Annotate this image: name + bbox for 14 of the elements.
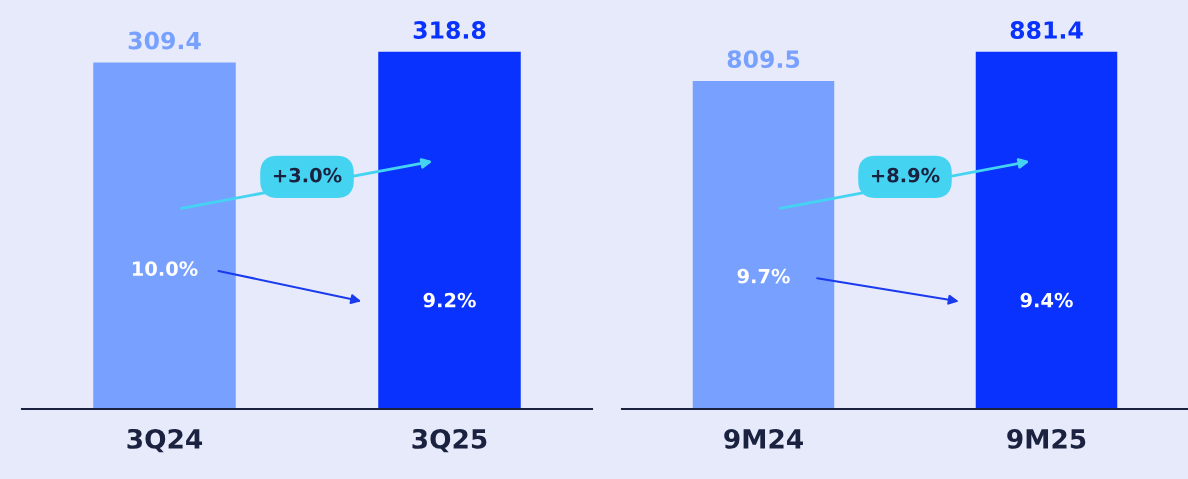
- data-label: 881.4: [1010, 21, 1083, 39]
- x-tick-label: 3Q25: [412, 428, 487, 453]
- x-tick-label: 3Q24: [127, 428, 203, 453]
- x-tick-label: 9M25: [1007, 428, 1086, 449]
- annotation: 9.4%: [1020, 292, 1073, 308]
- annotation: +8.9%: [871, 167, 940, 183]
- data-label: 318.8: [413, 21, 486, 39]
- annotation: 9.2%: [423, 292, 476, 308]
- data-label: 309.4: [128, 31, 201, 50]
- data-label: 809.5: [727, 50, 800, 69]
- annotation: 9.7%: [737, 268, 790, 284]
- x-tick-label: 9M24: [724, 428, 803, 449]
- annotation: 10.0%: [132, 261, 198, 276]
- annotation: +3.0%: [273, 167, 342, 183]
